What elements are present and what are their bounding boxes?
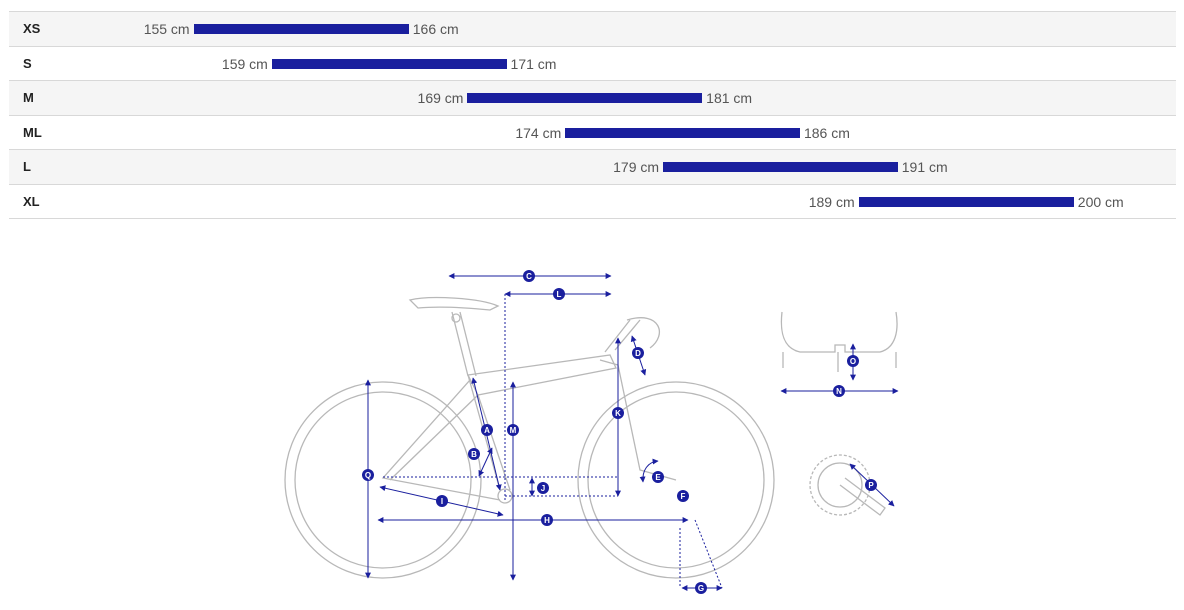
size-row-m: M 169 cm 181 cm (9, 81, 1176, 116)
dimension-marker-q: Q (362, 469, 374, 481)
range-bar (271, 58, 507, 69)
range-max-label: 171 cm (510, 55, 557, 72)
size-label: XL (23, 193, 40, 209)
size-row-s: S 159 cm 171 cm (9, 47, 1176, 81)
dimension-marker-f: F (677, 490, 689, 502)
dimension-marker-a: A (481, 424, 493, 436)
dimension-marker-b: B (468, 448, 480, 460)
rear-wheel (284, 381, 482, 579)
dimension-marker-i: I (436, 495, 448, 507)
dimension-marker-n: N (833, 385, 845, 397)
range-max-label: 181 cm (706, 90, 753, 106)
svg-text:N: N (836, 387, 842, 396)
svg-text:I: I (441, 497, 443, 506)
dimension-marker-l: L (553, 288, 565, 300)
svg-text:G: G (698, 584, 704, 593)
range-min-label: 179 cm (613, 159, 660, 175)
size-row-ml: ML 174 cm 186 cm (9, 116, 1176, 150)
bike-geometry-diagram: C L D A M K B Q J E F I H G O N P (284, 270, 899, 594)
svg-text:D: D (635, 349, 641, 358)
svg-text:H: H (544, 516, 550, 525)
svg-text:F: F (681, 492, 686, 501)
range-bar (565, 127, 800, 138)
svg-text:Q: Q (365, 471, 371, 480)
range-min-label: 169 cm (417, 90, 464, 106)
size-row-xl: XL 189 cm 200 cm (9, 185, 1176, 219)
range-bar (663, 162, 898, 172)
front-wheel (577, 381, 775, 579)
size-row-l: L 179 cm 191 cm (9, 150, 1176, 185)
svg-text:P: P (868, 481, 874, 490)
dimension-marker-c: C (523, 270, 535, 282)
range-max-label: 191 cm (901, 159, 948, 175)
range-bar (193, 24, 409, 34)
dimension-marker-k: K (612, 407, 624, 419)
size-label: ML (23, 124, 42, 140)
dimension-marker-d: D (632, 347, 644, 359)
range-max-label: 166 cm (412, 21, 459, 37)
svg-text:M: M (510, 426, 517, 435)
size-label: S (23, 55, 32, 71)
dimension-marker-e: E (652, 471, 664, 483)
dimension-lines (365, 273, 899, 591)
svg-text:A: A (484, 426, 490, 435)
svg-text:J: J (541, 484, 545, 493)
size-label: L (23, 159, 31, 174)
range-min-label: 189 cm (808, 193, 855, 210)
bicycle-illustration (284, 296, 898, 579)
handlebar-front-view (780, 311, 898, 372)
dimension-marker-j: J (537, 482, 549, 494)
dimension-marker-h: H (541, 514, 553, 526)
range-min-label: 159 cm (221, 55, 268, 72)
range-max-label: 200 cm (1077, 193, 1124, 210)
dimension-marker-g: G (695, 582, 707, 594)
size-range-chart: XS 155 cm 166 cm S 159 cm 171 cm M 169 cm 181 cm… (9, 11, 1176, 219)
svg-text:O: O (850, 357, 856, 366)
dimension-marker-p: P (865, 479, 877, 491)
dimension-marker-o: O (847, 355, 859, 367)
size-label: XS (23, 21, 41, 36)
svg-text:K: K (615, 409, 621, 418)
dimension-marker-m: M (507, 424, 519, 436)
size-label: M (23, 90, 34, 105)
svg-text:L: L (557, 290, 562, 299)
range-min-label: 155 cm (143, 21, 190, 37)
range-bar (858, 196, 1074, 207)
svg-text:E: E (655, 473, 661, 482)
svg-text:B: B (471, 450, 477, 459)
svg-text:C: C (526, 272, 532, 281)
size-row-xs: XS 155 cm 166 cm (9, 12, 1176, 47)
range-bar (467, 93, 703, 103)
dimension-markers: C L D A M K B Q J E F I H G O N P (362, 270, 877, 594)
range-max-label: 186 cm (803, 124, 850, 141)
range-min-label: 174 cm (515, 124, 562, 141)
